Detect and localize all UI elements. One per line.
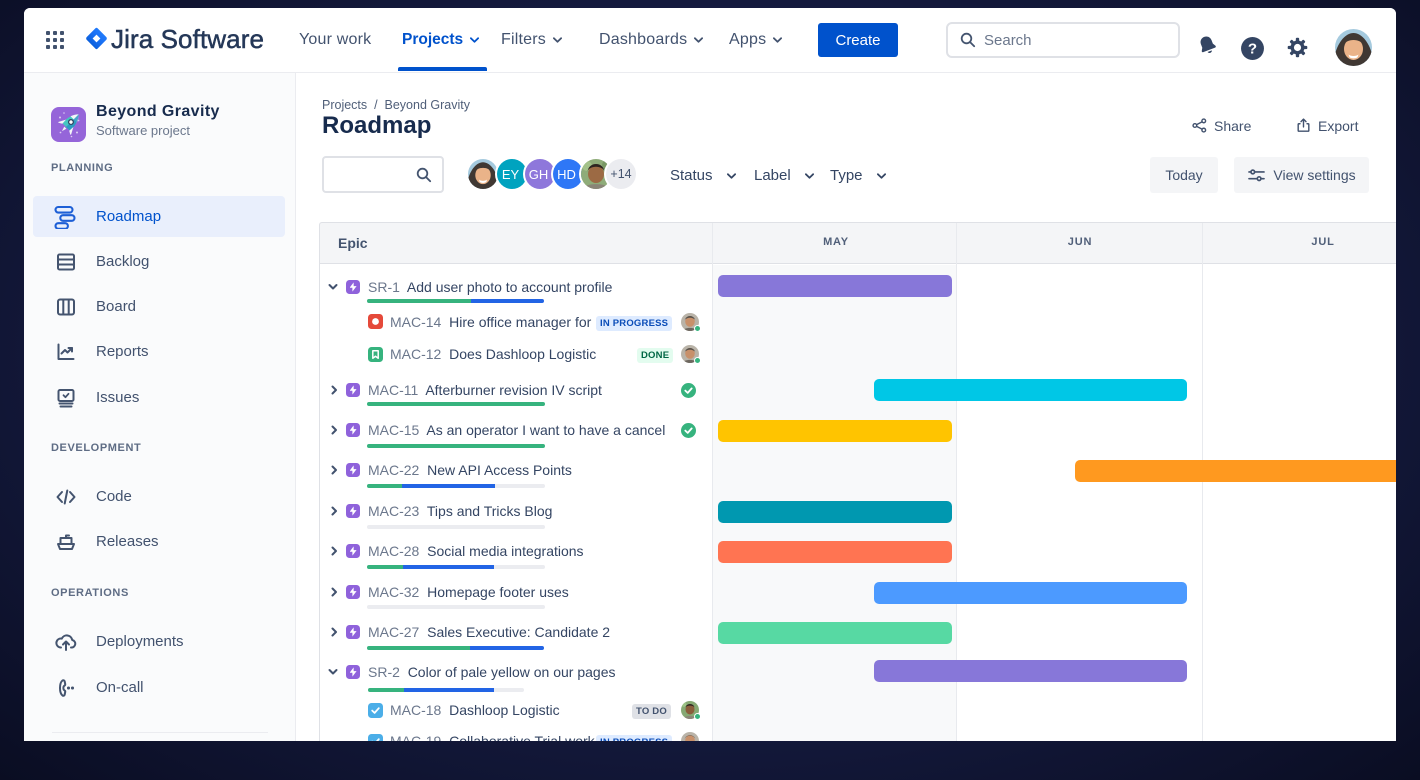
- svg-text:?: ?: [1248, 41, 1257, 58]
